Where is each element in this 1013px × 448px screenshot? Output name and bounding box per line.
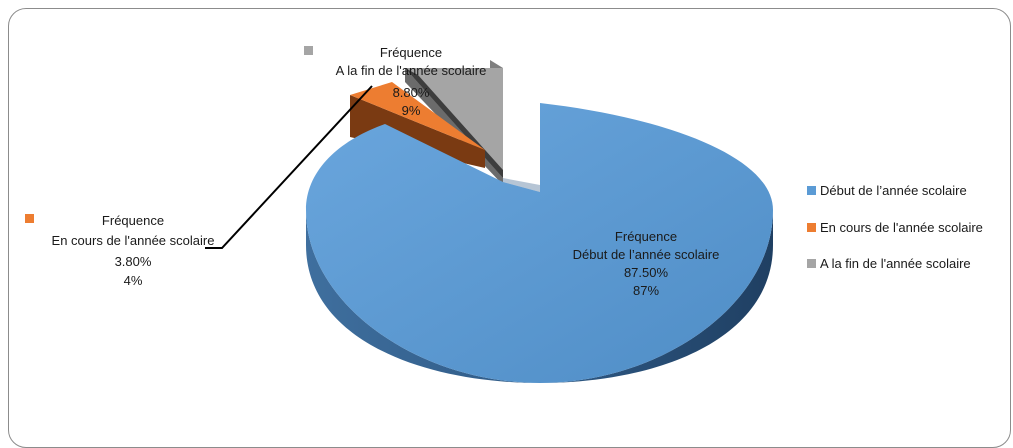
label-category-debut: Début de l’année scolaire <box>573 247 720 262</box>
label-series-en-cours: Fréquence <box>102 213 164 228</box>
legend-label-fin: A la fin de l'année scolaire <box>820 256 971 271</box>
legend-item-en-cours: En cours de l'année scolaire <box>807 220 983 235</box>
label-category-fin: A la fin de l'année scolaire <box>336 63 487 78</box>
legend-swatch-en-cours <box>807 223 816 232</box>
label-percent-debut: 87% <box>633 283 659 298</box>
label-series-fin: Fréquence <box>380 45 442 60</box>
legend-swatch-fin <box>807 259 816 268</box>
legend-label-debut: Début de l’année scolaire <box>820 183 967 198</box>
legend-item-debut: Début de l’année scolaire <box>807 183 967 198</box>
label-category-en-cours: En cours de l'année scolaire <box>52 233 215 248</box>
data-label-debut: Fréquence Début de l’année scolaire 87.5… <box>573 229 720 298</box>
label-value-debut: 87.50% <box>624 265 669 280</box>
leader-line-en-cours <box>205 85 373 249</box>
label-marker-fin <box>304 46 313 55</box>
slice-side-en-cours <box>350 95 485 168</box>
legend-swatch-debut <box>807 186 816 195</box>
label-value-fin: 8.80% <box>393 85 430 100</box>
slice-top-en-cours <box>350 82 485 150</box>
label-series-debut: Fréquence <box>615 229 677 244</box>
legend-label-en-cours: En cours de l'année scolaire <box>820 220 983 235</box>
label-percent-en-cours: 4% <box>124 273 143 288</box>
data-label-en-cours: Fréquence En cours de l'année scolaire 3… <box>25 213 214 288</box>
slice-top-debut <box>306 103 773 383</box>
legend-item-fin: A la fin de l'année scolaire <box>807 256 971 271</box>
label-value-en-cours: 3.80% <box>115 254 152 269</box>
data-label-fin: Fréquence A la fin de l'année scolaire 8… <box>304 45 486 118</box>
label-percent-fin: 9% <box>402 103 421 118</box>
legend: Début de l’année scolaire En cours de l'… <box>807 183 983 271</box>
label-marker-en-cours <box>25 214 34 223</box>
